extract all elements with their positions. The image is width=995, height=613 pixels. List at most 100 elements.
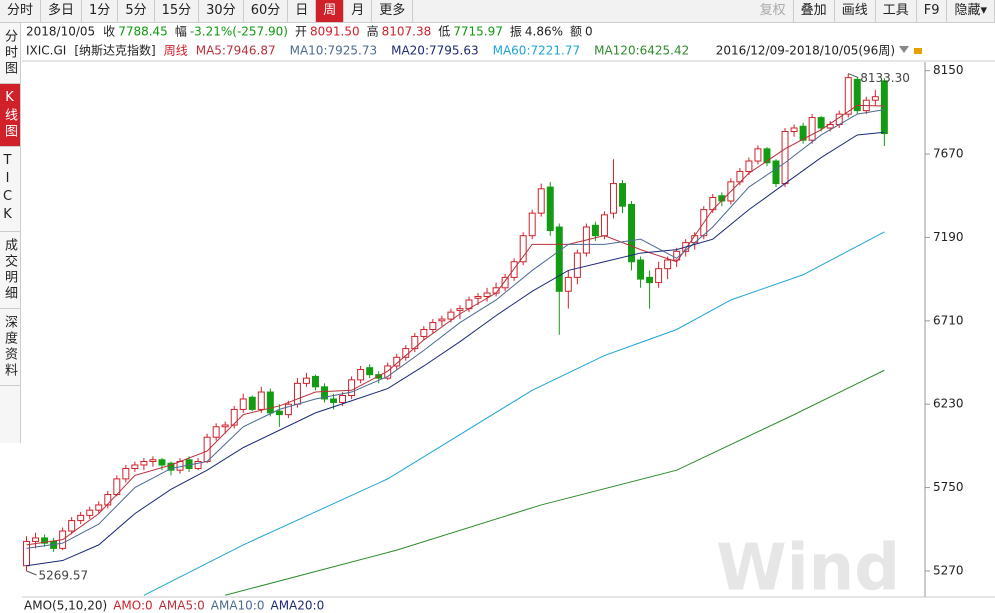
chart-name: [纳斯达克指数]: [74, 43, 155, 58]
candle-body: [808, 117, 816, 141]
side-tab[interactable]: 深度资料: [0, 309, 20, 386]
candle-body: [339, 395, 347, 403]
dropdown-icon: [899, 46, 909, 53]
candle-body: [555, 226, 563, 292]
candle-body: [573, 252, 581, 278]
quote-label: 幅: [175, 24, 187, 39]
indicator-label: AMA5:0: [159, 599, 205, 613]
candle-body: [167, 462, 175, 471]
candle-body: [772, 160, 780, 185]
candle-body: [754, 148, 762, 162]
candle-body: [655, 268, 663, 284]
candle-body: [817, 117, 825, 129]
side-tab[interactable]: 成交明细: [0, 232, 20, 309]
legend-entry: MA20:7795.63: [391, 44, 479, 58]
candle-body: [122, 467, 130, 480]
tool-button[interactable]: 画线: [835, 0, 876, 22]
candle-body: [763, 148, 771, 164]
period-button[interactable]: 30分: [199, 0, 244, 22]
ma-line: [26, 131, 885, 567]
period-button[interactable]: 日: [288, 0, 317, 22]
candle-body: [510, 261, 518, 278]
quote-value: 8091.50: [310, 25, 360, 39]
candle-body: [501, 276, 509, 289]
side-tab[interactable]: 分时图: [0, 23, 20, 84]
candle-body: [628, 203, 636, 263]
period-button[interactable]: 更多: [372, 0, 414, 22]
candle-body: [393, 356, 401, 367]
candle-body: [880, 80, 888, 134]
candle-body: [131, 464, 139, 469]
y-tick-label: 6710: [933, 313, 964, 327]
tool-button[interactable]: 工具: [876, 0, 917, 22]
ma-line: [143, 231, 885, 596]
ma-line: [225, 369, 885, 596]
candle-body: [275, 410, 283, 416]
period-button[interactable]: 15分: [155, 0, 200, 22]
candle-body: [330, 398, 338, 403]
quote-value: 8107.38: [382, 25, 432, 39]
quote-value: 7788.45: [118, 25, 168, 39]
period-button[interactable]: 分时: [0, 0, 42, 22]
tool-button[interactable]: 复权: [753, 0, 794, 22]
candle-body: [637, 259, 645, 280]
annotation-pointer: [848, 73, 859, 79]
y-tick-label: 8150: [933, 63, 964, 77]
candle-body: [221, 424, 229, 428]
candle-body: [871, 96, 879, 101]
indicator-label: AMA20:0: [270, 599, 324, 613]
chart-period: 周线: [164, 44, 188, 58]
quote-value: -3.21%(-257.90): [190, 25, 288, 39]
quote-label: 低: [438, 25, 450, 39]
candle-body: [239, 398, 247, 410]
candle-body: [528, 212, 536, 237]
watermark: Wind: [716, 532, 900, 606]
quote-value: 7715.97: [453, 25, 503, 39]
candle-body: [438, 318, 446, 322]
y-tick-label: 7190: [933, 230, 964, 244]
candle-body: [600, 214, 608, 237]
candle-body: [104, 494, 112, 506]
candle-body: [266, 391, 274, 414]
candle-body: [230, 408, 238, 426]
chart-symbol: IXIC.GI: [26, 44, 66, 58]
candle-body: [844, 77, 852, 115]
y-tick-label: 6230: [933, 397, 964, 411]
candle-body: [293, 382, 301, 405]
tool-button[interactable]: F9: [917, 0, 948, 22]
period-button[interactable]: 5分: [118, 0, 155, 22]
indicator-label: AMA10:0: [211, 599, 265, 613]
candle-body: [420, 329, 428, 337]
period-button[interactable]: 1分: [82, 0, 119, 22]
candle-body: [158, 459, 166, 466]
candle-body: [537, 188, 545, 214]
candle-body: [357, 368, 365, 381]
period-button[interactable]: 多日: [41, 0, 83, 22]
candle-body: [348, 379, 356, 397]
side-tab[interactable]: K线图: [0, 84, 20, 147]
candle-body: [619, 183, 626, 207]
annotation: 5269.57: [39, 569, 89, 583]
period-button[interactable]: 60分: [244, 0, 289, 22]
y-tick-label: 5750: [933, 480, 964, 494]
period-button[interactable]: 周: [316, 0, 345, 22]
annotation-pointer: [26, 570, 37, 576]
candle-body: [321, 386, 328, 400]
candle-body: [564, 276, 572, 292]
candle-body: [32, 537, 40, 542]
candle-body: [302, 377, 310, 384]
candle-body: [149, 459, 157, 463]
candle-body: [194, 461, 202, 469]
toolbar: 分时 多日 1分 5分 15分 30分 60分日周月更多 复权 叠加 画线 工具 F9 隐藏▾: [0, 0, 995, 23]
quote-label: 振: [510, 25, 522, 39]
period-button[interactable]: 月: [344, 0, 373, 22]
candle-body: [591, 224, 599, 237]
candle-body: [664, 259, 672, 270]
quote-label: 额: [570, 25, 582, 39]
candle-body: [248, 396, 256, 410]
candle-body: [41, 537, 49, 544]
side-tab[interactable]: TICK: [0, 147, 20, 232]
candle-body: [311, 375, 319, 388]
tool-button[interactable]: 叠加: [794, 0, 835, 22]
